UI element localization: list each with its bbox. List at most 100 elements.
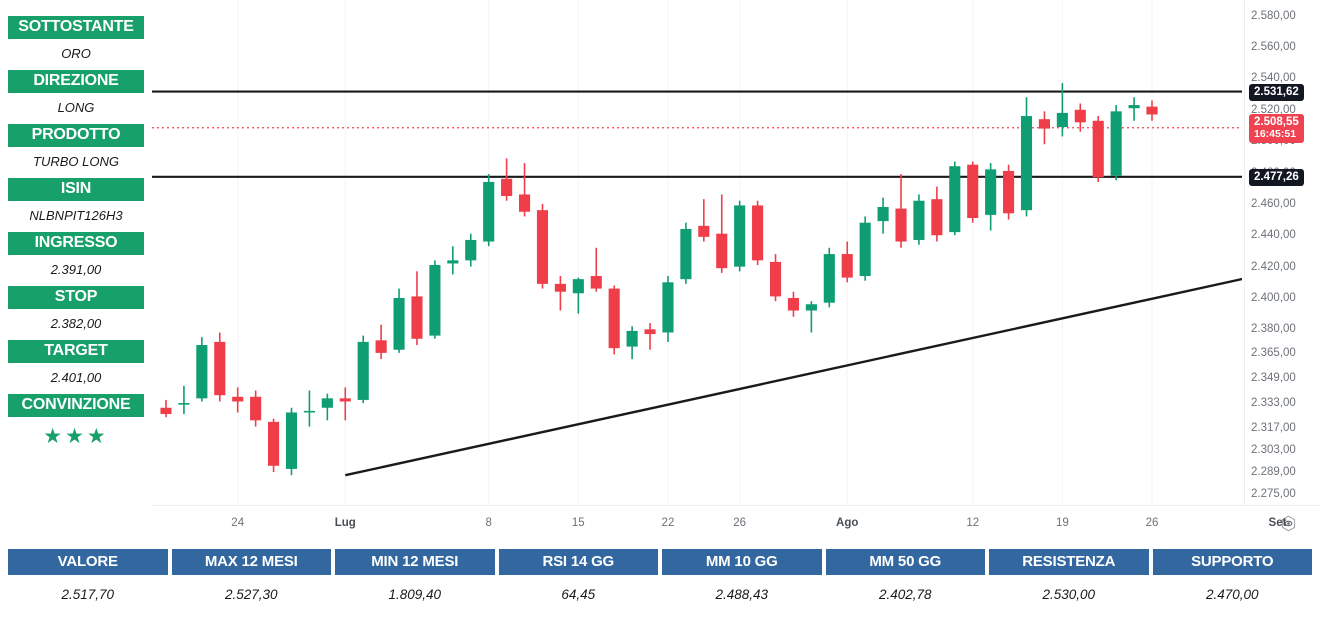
candle-body: [375, 340, 387, 353]
price-tick-label: 2.289,00: [1251, 466, 1296, 479]
candle-body: [590, 276, 602, 289]
price-tick-label: 2.365,00: [1251, 346, 1296, 359]
candle-body: [877, 207, 889, 222]
candle-body: [752, 205, 764, 261]
candle-body: [841, 254, 853, 278]
price-badge-value: 2.477,26: [1254, 170, 1299, 183]
candle-body: [931, 199, 943, 236]
price-badge-value: 2.531,62: [1254, 85, 1299, 98]
sidebar-value-prodotto: TURBO LONG: [8, 147, 144, 178]
ascending-trendline[interactable]: [345, 263, 1242, 477]
sidebar-label-direzione: DIREZIONE: [8, 70, 144, 93]
candle-body: [483, 181, 495, 242]
resistance-label[interactable]: 2.531,62: [1249, 83, 1304, 101]
candle-body: [967, 164, 979, 218]
candle-body: [339, 398, 351, 402]
candle-body: [1146, 106, 1158, 115]
candle-body: [823, 254, 835, 303]
instrument-summary-sidebar: SOTTOSTANTE ORO DIREZIONE LONG PRODOTTO TURBO…: [8, 16, 144, 457]
candle-body: [465, 239, 477, 261]
candlestick-plot[interactable]: [152, 0, 1242, 505]
price-tick-label: 2.380,00: [1251, 323, 1296, 336]
table-value-cell: 1.809,40: [335, 575, 495, 615]
table-column: SUPPORTO 2.470,00: [1152, 549, 1312, 615]
table-value-cell: 2.527,30: [171, 575, 331, 615]
table-column: RSI 14 GG 64,45: [498, 549, 663, 615]
time-tick-label: 24: [231, 517, 245, 529]
table-value-cell: 2.517,70: [8, 575, 168, 615]
table-column: RESISTENZA 2.530,00: [989, 549, 1153, 615]
candle-body: [393, 297, 405, 350]
time-tick-label: Ago: [836, 517, 859, 529]
price-chart[interactable]: 2.580,002.560,002.540,002.520,002.500,00…: [152, 0, 1320, 538]
candle-body: [787, 297, 800, 311]
support-label[interactable]: 2.477,26: [1249, 168, 1304, 186]
price-badge-time: 16:45:51: [1254, 127, 1297, 140]
sidebar-value-ingresso: 2.391,00: [8, 255, 144, 286]
time-tick-label: Lug: [334, 517, 356, 529]
candle-body: [734, 205, 746, 267]
indicator-table: VALORE 2.517,70 MAX 12 MESI 2.527,30 MIN 12 …: [8, 549, 1312, 615]
candle-series: [160, 83, 1158, 476]
candle-body: [1056, 112, 1068, 128]
candle-body: [554, 283, 566, 292]
time-tick-label: 22: [661, 517, 675, 529]
candle-body: [805, 304, 817, 311]
eye-icon[interactable]: [1279, 514, 1298, 533]
candle-body: [572, 279, 584, 294]
sidebar-label-sottostante: SOTTOSTANTE: [8, 16, 144, 39]
candle-body: [196, 345, 208, 399]
table-value-cell: 2.488,43: [662, 575, 822, 615]
candle-body: [411, 296, 423, 339]
sidebar-label-target: TARGET: [8, 340, 144, 363]
candle-body: [268, 421, 280, 466]
price-tick-label: 2.580,00: [1251, 9, 1296, 22]
table-value-cell: 2.402,78: [825, 575, 985, 615]
price-tick-label: 2.317,00: [1251, 422, 1296, 435]
candle-body: [716, 233, 728, 269]
table-column: MM 10 GG 2.488,43: [662, 549, 826, 615]
last-price-label[interactable]: 2.508,55 16:45:51: [1249, 113, 1304, 143]
price-tick-label: 2.303,00: [1251, 444, 1296, 457]
table-column: MM 50 GG 2.402,78: [825, 549, 990, 615]
candle-body: [429, 265, 441, 336]
time-tick-label: 26: [1145, 517, 1159, 529]
table-value-cell: 2.530,00: [989, 575, 1149, 615]
price-tick-label: 2.540,00: [1251, 72, 1296, 85]
candle-body: [626, 330, 638, 347]
table-column: MIN 12 MESI 1.809,40: [335, 549, 499, 615]
candle-body: [680, 228, 692, 280]
time-tick-label: 19: [1055, 517, 1069, 529]
candle-body: [501, 178, 513, 197]
price-axis[interactable]: 2.580,002.560,002.540,002.520,002.500,00…: [1244, 0, 1320, 505]
price-tick-label: 2.349,00: [1251, 371, 1296, 384]
sidebar-value-direzione: LONG: [8, 93, 144, 124]
candle-body: [178, 403, 190, 405]
table-header-cell: RESISTENZA: [989, 549, 1149, 575]
time-tick-label: 12: [966, 517, 980, 529]
sidebar-value-target: 2.401,00: [8, 363, 144, 394]
candle-body: [303, 410, 315, 413]
sidebar-label-isin: ISIN: [8, 178, 144, 201]
candlestick-canvas: [152, 0, 1242, 505]
price-tick-label: 2.520,00: [1251, 103, 1296, 116]
time-tick-label: 15: [571, 517, 585, 529]
candle-body: [859, 222, 871, 277]
candle-body: [949, 166, 961, 233]
price-tick-label: 2.560,00: [1251, 41, 1296, 54]
table-header-cell: SUPPORTO: [1152, 549, 1312, 575]
table-column: MAX 12 MESI 2.527,30: [171, 549, 336, 615]
candle-body: [1110, 111, 1122, 176]
sidebar-label-prodotto: PRODOTTO: [8, 124, 144, 147]
candle-body: [985, 169, 997, 215]
time-axis[interactable]: 24 Lug 8 15 22 26 Ago 12 19 26 Set: [152, 505, 1320, 538]
candle-body: [1003, 170, 1015, 214]
sidebar-value-stop: 2.382,00: [8, 309, 144, 340]
candle-body: [698, 225, 710, 237]
candle-body: [518, 194, 531, 212]
candle-body: [214, 341, 226, 396]
candle-body: [250, 396, 262, 421]
price-tick-label: 2.460,00: [1251, 197, 1296, 210]
sidebar-label-ingresso: INGRESSO: [8, 232, 144, 255]
